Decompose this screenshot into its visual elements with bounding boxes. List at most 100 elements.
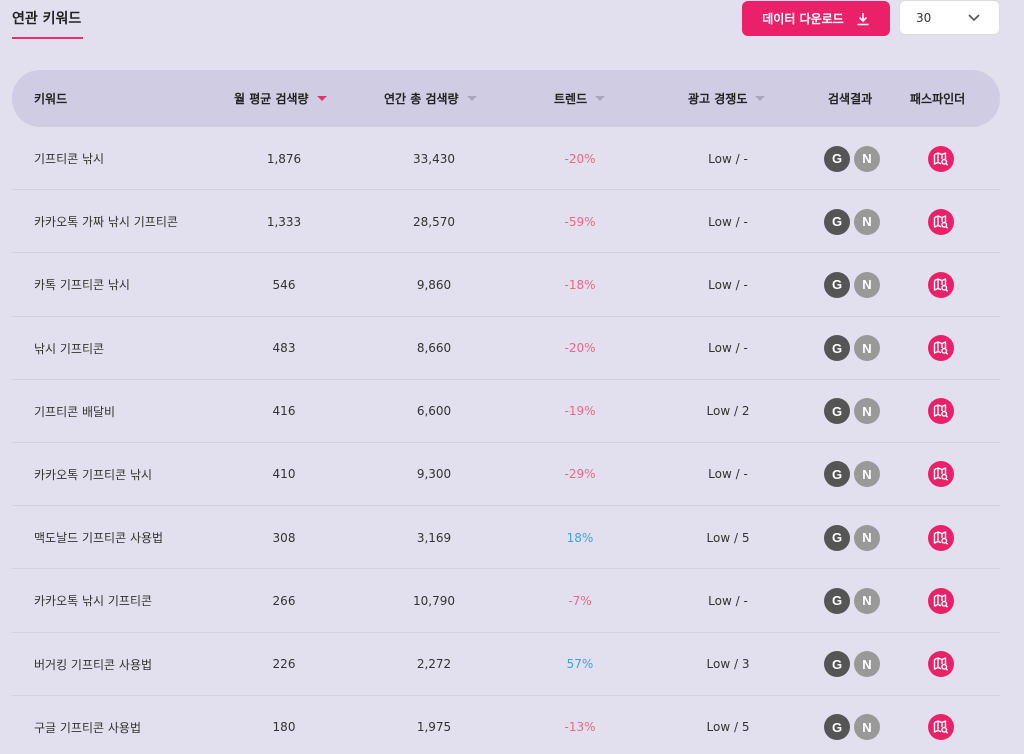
competition-cell: Low / 5 — [706, 530, 750, 545]
google-search-icon[interactable]: G — [824, 461, 850, 488]
keyword-cell[interactable]: 기프티콘 배달비 — [34, 404, 116, 419]
trend-cell: -19% — [564, 404, 596, 419]
monthly-volume-cell: 416 — [272, 404, 296, 419]
search-results-cell: G N — [824, 569, 880, 632]
yearly-volume-cell: 1,975 — [416, 720, 452, 735]
yearly-volume-cell: 2,272 — [416, 657, 452, 671]
table-row: 낚시 기프티콘 483 8,660 -20% Low / - G N — [12, 317, 1000, 380]
monthly-volume-cell: 180 — [272, 720, 296, 735]
naver-search-icon[interactable]: N — [854, 145, 880, 172]
header-monthly-label: 월 평균 검색량 — [234, 92, 309, 106]
yearly-volume-cell: 3,169 — [416, 530, 452, 545]
trend-cell: -18% — [564, 277, 596, 292]
download-icon — [857, 12, 869, 25]
naver-search-icon[interactable]: N — [854, 587, 880, 614]
pathfinder-cell — [928, 380, 954, 443]
monthly-volume-cell: 266 — [272, 593, 296, 608]
sort-desc-active-icon — [316, 96, 327, 101]
header-monthly-volume[interactable]: 월 평균 검색량 — [234, 70, 327, 127]
header-search-results: 검색결과 — [828, 92, 873, 106]
competition-cell: Low / - — [708, 214, 748, 229]
chevron-down-icon — [968, 13, 980, 21]
yearly-volume-cell: 9,300 — [416, 467, 452, 482]
header-yearly-label: 연간 총 검색량 — [384, 92, 459, 106]
pathfinder-cell — [928, 127, 954, 190]
google-search-icon[interactable]: G — [824, 145, 850, 172]
naver-search-icon[interactable]: N — [854, 271, 880, 298]
keyword-cell[interactable]: 카카오톡 기프티콘 낚시 — [34, 467, 153, 482]
competition-cell: Low / - — [708, 593, 748, 608]
google-search-icon[interactable]: G — [824, 271, 850, 298]
keyword-cell[interactable]: 기프티콘 낚시 — [34, 152, 105, 166]
trend-cell: -20% — [564, 151, 596, 166]
naver-search-icon[interactable]: N — [854, 651, 880, 677]
pathfinder-cell — [928, 696, 954, 754]
yearly-volume-cell: 28,570 — [413, 214, 455, 229]
keyword-cell[interactable]: 카톡 기프티콘 낚시 — [34, 278, 130, 293]
trend-cell: -29% — [564, 467, 596, 482]
google-search-icon[interactable]: G — [824, 398, 850, 425]
header-keyword: 키워드 — [34, 92, 68, 106]
pathfinder-cell — [928, 190, 954, 253]
trend-cell: -59% — [564, 214, 596, 229]
naver-search-icon[interactable]: N — [854, 335, 880, 362]
google-search-icon[interactable]: G — [824, 587, 850, 614]
naver-search-icon[interactable]: N — [854, 714, 880, 741]
monthly-volume-cell: 483 — [272, 341, 296, 356]
yearly-volume-cell: 9,860 — [416, 277, 452, 292]
monthly-volume-cell: 546 — [272, 277, 296, 292]
monthly-volume-cell: 226 — [272, 657, 296, 671]
pathfinder-map-icon[interactable] — [928, 208, 954, 235]
trend-cell: 18% — [566, 530, 594, 545]
trend-cell: -13% — [564, 720, 596, 735]
pathfinder-map-icon[interactable] — [928, 335, 954, 362]
pathfinder-map-icon[interactable] — [928, 524, 954, 551]
monthly-volume-cell: 1,876 — [266, 151, 302, 166]
table-row: 기프티콘 낚시 1,876 33,430 -20% Low / - G N — [12, 127, 1000, 191]
search-results-cell: G N — [824, 696, 880, 754]
keyword-cell[interactable]: 버거킹 기프티콘 사용법 — [34, 657, 153, 672]
header-ad-competition[interactable]: 광고 경쟁도 — [688, 70, 766, 127]
monthly-volume-cell: 308 — [272, 530, 296, 545]
google-search-icon[interactable]: G — [824, 208, 850, 235]
competition-cell: Low / - — [708, 277, 748, 292]
keyword-cell[interactable]: 맥도날드 기프티콘 사용법 — [34, 531, 164, 546]
google-search-icon[interactable]: G — [824, 524, 850, 551]
search-results-cell: G N — [824, 253, 880, 316]
table-row: 카카오톡 낚시 기프티콘 266 10,790 -7% Low / - G N — [12, 569, 1000, 633]
monthly-volume-cell: 410 — [272, 467, 296, 482]
naver-search-icon[interactable]: N — [854, 524, 880, 551]
pathfinder-map-icon[interactable] — [928, 714, 954, 741]
google-search-icon[interactable]: G — [824, 651, 850, 677]
naver-search-icon[interactable]: N — [854, 461, 880, 488]
google-search-icon[interactable]: G — [824, 335, 850, 362]
table-header: 키워드 월 평균 검색량 연간 총 검색량 트렌드 광고 경쟁도 검색결과 패스… — [12, 70, 1000, 127]
page-size-select[interactable]: 30 — [899, 0, 1000, 35]
pathfinder-map-icon[interactable] — [928, 651, 954, 677]
competition-cell: Low / 2 — [706, 404, 750, 419]
header-competition-label: 광고 경쟁도 — [688, 92, 748, 106]
header-trend[interactable]: 트렌드 — [554, 70, 606, 127]
competition-cell: Low / - — [708, 151, 748, 166]
google-search-icon[interactable]: G — [824, 714, 850, 741]
search-results-cell: G N — [824, 633, 880, 696]
header-trend-label: 트렌드 — [554, 92, 588, 106]
pathfinder-cell — [928, 633, 954, 696]
pathfinder-map-icon[interactable] — [928, 587, 954, 614]
pathfinder-map-icon[interactable] — [928, 461, 954, 488]
naver-search-icon[interactable]: N — [854, 208, 880, 235]
search-results-cell: G N — [824, 443, 880, 506]
trend-cell: -20% — [564, 341, 596, 356]
pathfinder-map-icon[interactable] — [928, 398, 954, 425]
naver-search-icon[interactable]: N — [854, 398, 880, 425]
data-download-button[interactable]: 데이터 다운로드 — [742, 1, 890, 36]
keyword-cell[interactable]: 낚시 기프티콘 — [34, 341, 105, 356]
trend-cell: 57% — [566, 657, 594, 671]
keyword-cell[interactable]: 구글 기프티콘 사용법 — [34, 720, 141, 735]
pathfinder-map-icon[interactable] — [928, 145, 954, 172]
header-yearly-volume[interactable]: 연간 총 검색량 — [384, 70, 477, 127]
pathfinder-map-icon[interactable] — [928, 271, 954, 298]
keyword-cell[interactable]: 카카오톡 낚시 기프티콘 — [34, 594, 153, 609]
related-keywords-tab[interactable]: 연관 키워드 — [12, 8, 83, 39]
keyword-cell[interactable]: 카카오톡 가짜 낚시 기프티콘 — [34, 215, 178, 230]
